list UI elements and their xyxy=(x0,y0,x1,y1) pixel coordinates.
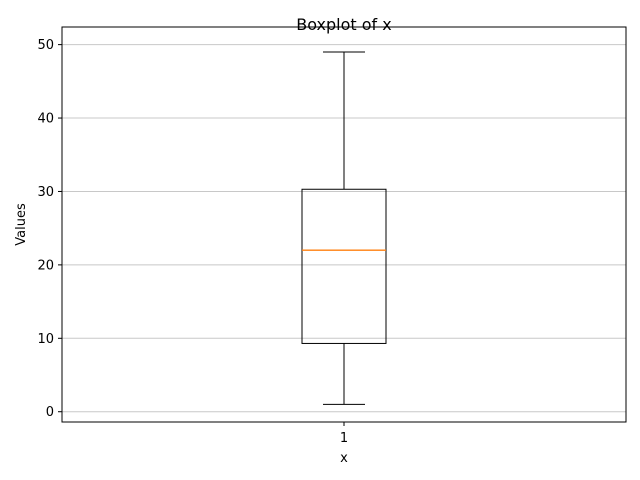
y-axis-label: Values xyxy=(14,203,29,246)
x-axis-label: x xyxy=(340,451,348,466)
y-tick-label: 10 xyxy=(37,332,54,347)
box-item xyxy=(301,51,387,405)
x-axis: 1 xyxy=(340,422,348,446)
y-axis: 0 10 20 30 40 50 xyxy=(37,38,62,420)
box-series xyxy=(301,51,387,405)
x-tick-label: 1 xyxy=(340,431,348,446)
y-tick-label: 50 xyxy=(37,38,54,53)
y-tick-label: 40 xyxy=(37,112,54,127)
y-tick-label: 0 xyxy=(46,405,54,420)
y-tick-label: 20 xyxy=(37,258,54,273)
y-tick-label: 30 xyxy=(37,185,54,200)
iqr-box xyxy=(301,188,387,344)
chart-title: Boxplot of x xyxy=(296,15,391,34)
